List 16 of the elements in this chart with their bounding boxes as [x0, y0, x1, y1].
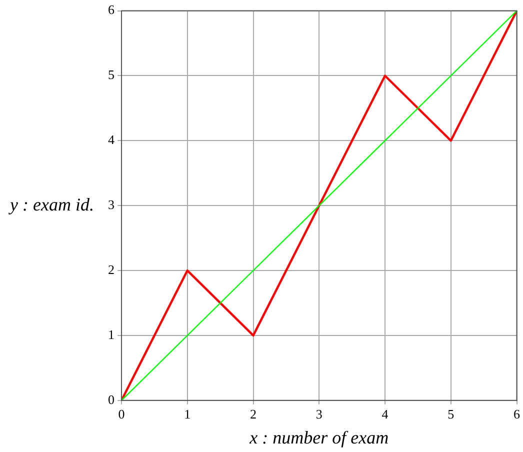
- x-tick-label: 4: [382, 406, 389, 422]
- x-tick-label: 6: [514, 406, 520, 422]
- y-tick-label: 2: [108, 262, 114, 277]
- y-axis-title: y : exam id.: [8, 194, 94, 214]
- x-tick-label: 1: [184, 406, 191, 422]
- y-tick-label: 3: [108, 197, 114, 212]
- y-tick-label: 0: [108, 392, 114, 407]
- y-tick-label: 5: [108, 67, 114, 82]
- x-axis-title: x : number of exam: [248, 428, 389, 448]
- x-tick-label: 0: [118, 406, 125, 422]
- x-tick-label: 2: [250, 406, 256, 422]
- x-tick-label: 3: [316, 406, 322, 422]
- y-tick-label: 1: [108, 326, 114, 342]
- x-tick-label: 5: [448, 406, 454, 422]
- y-tick-label: 6: [108, 2, 115, 18]
- y-tick-label: 4: [108, 132, 115, 148]
